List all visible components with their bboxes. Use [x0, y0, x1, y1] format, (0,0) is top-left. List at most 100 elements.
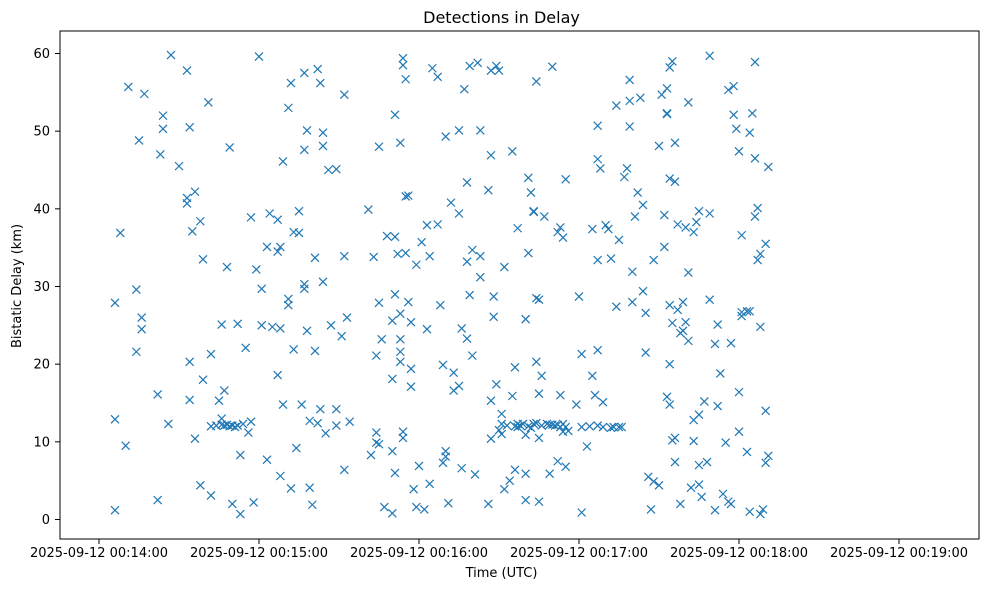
data-point: [534, 497, 544, 507]
data-point: [521, 314, 531, 324]
data-point: [531, 357, 541, 367]
data-point: [718, 489, 728, 499]
data-point: [737, 230, 747, 240]
data-point: [499, 262, 509, 272]
y-tick-label: 0: [42, 513, 50, 528]
data-point: [473, 58, 483, 68]
data-point: [590, 390, 600, 400]
data-point: [694, 410, 704, 420]
data-point: [454, 381, 464, 391]
data-point: [593, 154, 603, 164]
data-point: [289, 344, 299, 354]
data-point: [395, 347, 405, 357]
data-point: [398, 60, 408, 70]
data-point: [305, 416, 315, 426]
data-point: [235, 450, 245, 460]
data-point: [662, 392, 672, 402]
data-point: [195, 480, 205, 490]
data-point: [115, 228, 125, 238]
data-point: [563, 426, 573, 436]
data-point: [291, 443, 301, 453]
data-point: [758, 504, 768, 514]
data-point: [625, 96, 635, 106]
data-point: [235, 509, 245, 519]
data-point: [454, 125, 464, 135]
y-tick-label: 20: [33, 358, 50, 373]
data-point: [198, 375, 208, 385]
data-point: [433, 219, 443, 229]
data-point: [755, 509, 765, 519]
data-point: [561, 462, 571, 472]
data-point: [411, 502, 421, 512]
data-point: [555, 390, 565, 400]
data-point: [406, 364, 416, 374]
data-point: [374, 298, 384, 308]
data-point: [390, 110, 400, 120]
data-point: [243, 428, 253, 437]
data-point: [241, 343, 251, 353]
chart-title: Detections in Delay: [423, 8, 580, 27]
data-point: [705, 209, 715, 218]
data-point: [486, 434, 496, 444]
data-point: [174, 161, 184, 171]
data-point: [462, 334, 472, 343]
data-point: [318, 277, 328, 287]
data-point: [715, 369, 725, 378]
data-point: [315, 78, 325, 88]
data-point: [331, 404, 341, 414]
data-point: [110, 505, 120, 515]
data-point: [387, 508, 397, 518]
data-point: [761, 239, 771, 249]
data-point: [297, 400, 307, 409]
data-point: [667, 56, 677, 66]
data-point: [537, 421, 547, 430]
data-point: [283, 294, 293, 304]
data-point: [366, 450, 376, 460]
data-point: [286, 78, 296, 88]
data-point: [155, 150, 165, 159]
data-point: [723, 85, 733, 95]
data-point: [641, 348, 651, 357]
data-point: [398, 433, 408, 443]
data-point: [190, 434, 200, 444]
data-point: [131, 285, 141, 295]
data-point: [763, 162, 773, 172]
data-point: [371, 438, 381, 448]
data-point: [454, 209, 464, 218]
data-point: [459, 84, 469, 94]
data-point: [521, 430, 531, 440]
data-point: [531, 77, 541, 86]
data-point: [603, 224, 613, 234]
data-point: [206, 349, 216, 359]
data-point: [734, 146, 744, 156]
data-point: [307, 500, 317, 510]
data-point: [134, 136, 144, 145]
data-point: [523, 248, 533, 258]
data-point: [619, 172, 629, 182]
data-point: [465, 290, 475, 300]
data-point: [545, 469, 555, 479]
data-point: [665, 300, 675, 310]
data-point: [438, 458, 448, 468]
data-point: [467, 245, 477, 255]
data-point: [641, 308, 651, 318]
data-point: [337, 331, 347, 341]
data-point: [283, 103, 293, 113]
data-point: [339, 465, 349, 475]
data-point: [401, 74, 411, 84]
data-point: [427, 63, 437, 73]
data-point: [387, 374, 397, 384]
data-point: [323, 165, 333, 175]
data-point: [371, 428, 381, 437]
data-point: [398, 427, 408, 437]
data-point: [755, 249, 765, 259]
data-point: [318, 141, 328, 151]
data-point: [475, 272, 485, 282]
data-point: [411, 260, 421, 270]
data-point: [497, 409, 507, 419]
y-tick-label: 10: [33, 435, 50, 450]
data-point: [665, 174, 675, 183]
data-point: [158, 124, 168, 134]
data-point: [502, 421, 512, 430]
